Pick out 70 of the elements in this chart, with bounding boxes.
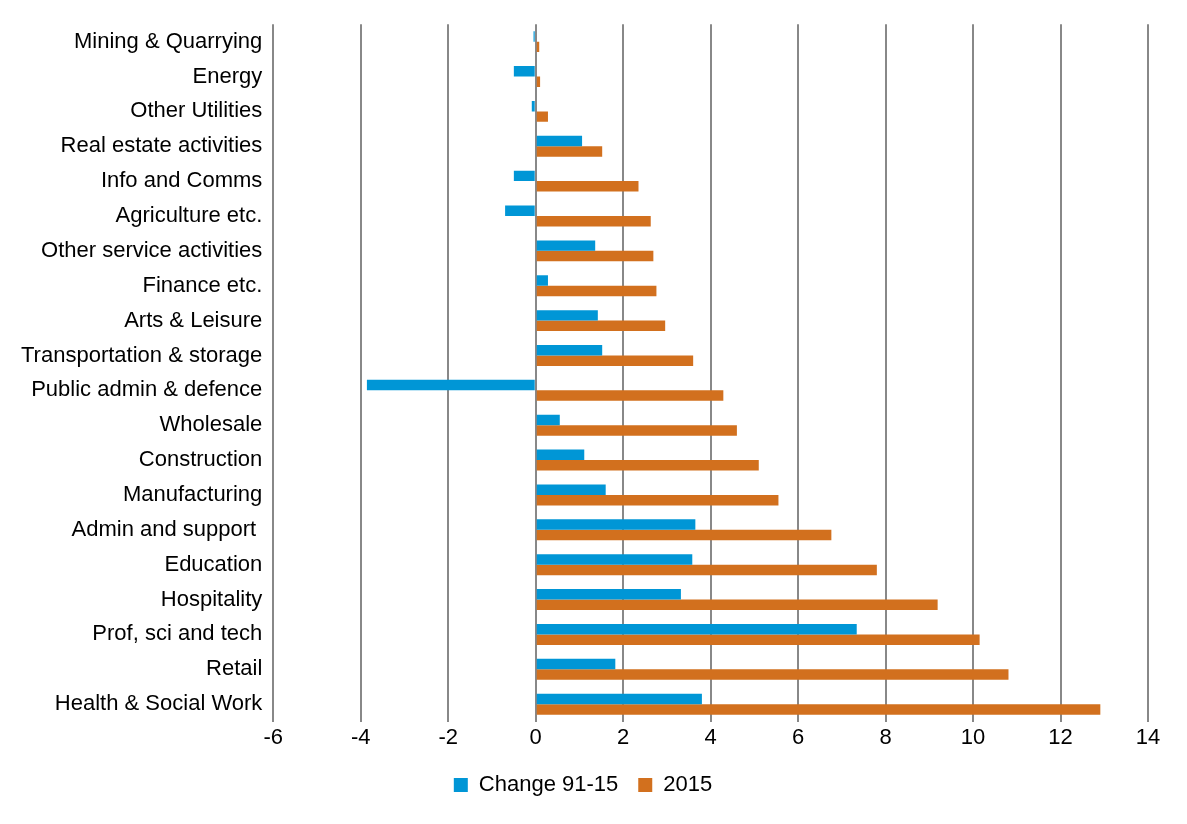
bar: [513, 170, 535, 182]
x-tick-label: 8: [879, 723, 892, 749]
legend-label: Change 91-15: [478, 771, 619, 797]
y-tick-label: Other service activities: [41, 236, 263, 262]
bar: [536, 484, 606, 495]
bar: [536, 390, 724, 401]
bar: [536, 564, 877, 576]
bar: [536, 240, 596, 251]
bar: [536, 554, 693, 565]
bar: [366, 379, 535, 391]
y-tick-label: Arts & Leisure: [124, 306, 263, 332]
bar: [536, 634, 980, 645]
bar: [536, 320, 666, 332]
bar: [536, 623, 857, 635]
bar: [505, 205, 535, 216]
bar: [536, 111, 548, 122]
x-tick-label: 4: [704, 723, 717, 749]
x-tick-label: -2: [438, 723, 459, 749]
x-tick-label: 12: [1048, 723, 1073, 749]
bar: [536, 693, 702, 705]
bar: [536, 250, 654, 262]
bar: [536, 669, 1009, 680]
bar: [536, 310, 598, 321]
bar: [536, 275, 548, 286]
x-tick-label: -6: [263, 723, 284, 749]
y-tick-label: Admin and support: [71, 515, 263, 541]
bar: [536, 355, 694, 366]
x-tick-label: 10: [960, 723, 986, 749]
y-tick-label: Education: [164, 550, 263, 576]
bar: [536, 519, 696, 530]
y-tick-label: Agriculture etc.: [115, 202, 263, 228]
y-tick-label: Other Utilities: [130, 97, 263, 123]
bar: [536, 215, 651, 227]
bar: [536, 449, 585, 461]
bar: [536, 658, 616, 670]
y-tick-label: Energy: [192, 62, 263, 88]
bar: [536, 599, 938, 611]
bar: [536, 146, 603, 157]
bar: [513, 66, 535, 77]
y-tick-label: Manufacturing: [122, 481, 263, 507]
y-tick-label: Finance etc.: [142, 271, 263, 297]
x-tick-label: 2: [617, 723, 630, 749]
y-tick-label: Construction: [138, 446, 263, 472]
y-tick-label: Info and Comms: [100, 167, 263, 193]
x-tick-label: 14: [1135, 723, 1161, 749]
bar: [536, 494, 779, 506]
y-tick-label: Hospitality: [160, 585, 263, 611]
y-tick-label: Retail: [206, 655, 263, 681]
x-tick-label: 0: [529, 723, 542, 749]
bar: [531, 100, 535, 112]
bar: [536, 181, 639, 192]
x-tick-label: -4: [351, 723, 371, 749]
y-tick-label: Public admin & defence: [31, 376, 263, 402]
y-tick-label: Mining & Quarrying: [74, 27, 263, 53]
y-tick-label: Wholesale: [159, 411, 263, 437]
y-tick-label: Transportation & storage: [21, 341, 263, 367]
x-tick-label: 6: [792, 723, 805, 749]
legend-label: 2015: [663, 771, 713, 797]
y-tick-label: Prof, sci and tech: [92, 620, 263, 646]
bar: [536, 704, 1101, 715]
bar: [536, 529, 832, 541]
bar: [536, 285, 657, 297]
bar: [536, 589, 681, 600]
bar: [536, 345, 603, 356]
y-tick-label: Real estate activities: [60, 132, 263, 158]
y-tick-label: Health & Social Work: [54, 690, 264, 716]
bar: [536, 135, 583, 147]
bar: [536, 414, 560, 426]
bar: [536, 460, 759, 471]
bar: [536, 425, 737, 436]
